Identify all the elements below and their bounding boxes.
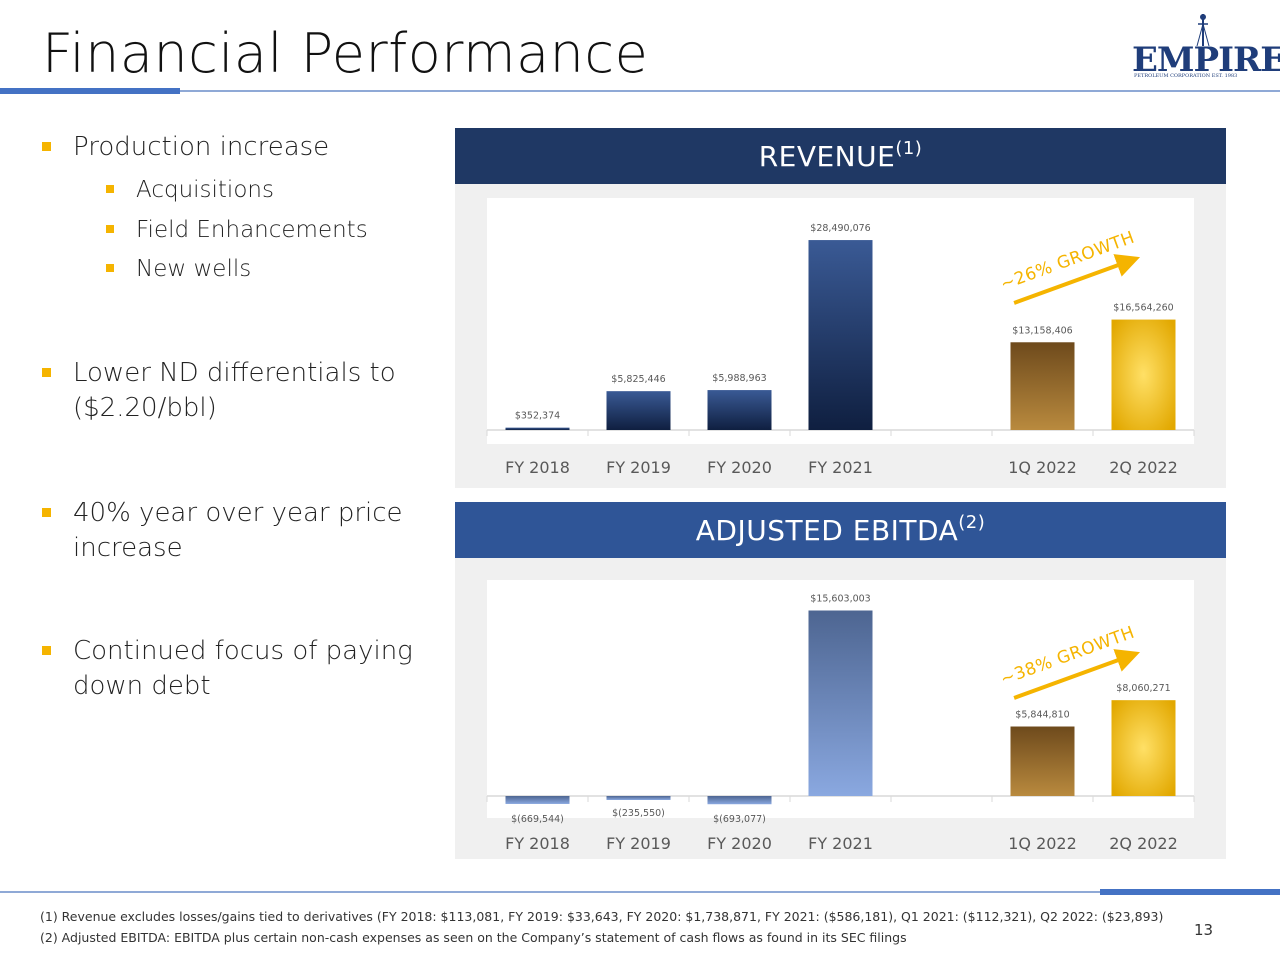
bullet-line: Continued focus of paying [73, 636, 413, 666]
sub-bullet-text: New wells [136, 256, 252, 282]
bar [1111, 319, 1176, 430]
revenue-footnote-ref: (1) [895, 138, 923, 159]
bar [1010, 342, 1075, 430]
data-label: $352,374 [515, 411, 560, 422]
bullet-marker [106, 225, 114, 233]
revenue-title: REVENUE [758, 140, 896, 173]
bullet-line: ($2.20/bbl) [73, 393, 217, 423]
footer-divider [0, 891, 1100, 893]
bullet-price-increase: 40% year over year price increase [42, 496, 403, 566]
sub-bullet-new-wells: New wells [106, 253, 251, 285]
x-tick-label: FY 2019 [606, 834, 671, 853]
revenue-chart: FY 2018 $352,374 FY 2019 $5,825,446 FY 2020 $… [486, 223, 1195, 477]
ebitda-panel: ADJUSTED EBITDA(2) FY 2018 $(669,544) FY 2… [455, 502, 1226, 859]
title-divider [180, 90, 1280, 92]
bullet-text: Production increase [73, 132, 330, 162]
bullet-production-increase: Production increase [42, 130, 329, 165]
bullet-line: down debt [73, 671, 211, 701]
x-tick-label: FY 2018 [505, 834, 570, 853]
bullet-marker [42, 142, 51, 151]
bullet-marker [42, 368, 51, 377]
x-tick-label: FY 2021 [808, 458, 873, 477]
revenue-panel: REVENUE(1) FY 2018 $352,374 FY 2019 $5,825,… [455, 128, 1226, 488]
sub-bullet-acquisitions: Acquisitions [106, 174, 274, 206]
data-label: $5,825,446 [611, 374, 665, 385]
growth-arrow [1013, 649, 1141, 700]
data-label: $16,564,260 [1113, 303, 1173, 314]
bullet-marker [106, 185, 114, 193]
sub-bullet-field-enhancements: Field Enhancements [106, 214, 368, 246]
data-label: $(669,544) [511, 814, 564, 825]
data-label: $(235,550) [612, 808, 665, 819]
bullet-marker [42, 508, 51, 517]
growth-annotation: ~26% GROWTH [998, 228, 1141, 305]
bar [707, 796, 772, 805]
data-label: $5,844,810 [1015, 710, 1069, 721]
bar [505, 427, 570, 430]
bar [606, 391, 671, 430]
bullet-marker [106, 264, 114, 272]
x-tick-label: FY 2018 [505, 458, 570, 477]
x-tick-label: FY 2021 [808, 834, 873, 853]
x-tick-label: 1Q 2022 [1008, 834, 1077, 853]
bullet-marker [42, 646, 51, 655]
bullet-line: increase [73, 533, 183, 563]
data-label: $5,988,963 [712, 373, 766, 384]
x-tick-label: FY 2019 [606, 458, 671, 477]
logo-subtext: PETROLEUM CORPORATION EST. 1983 [1134, 73, 1238, 79]
bullet-text: 40% year over year price increase [73, 496, 403, 566]
oil-rig-icon [1196, 14, 1210, 46]
growth-arrow [1013, 254, 1141, 305]
revenue-panel-header: REVENUE(1) [455, 128, 1226, 184]
footnote-1: (1) Revenue excludes losses/gains tied t… [40, 909, 1164, 924]
data-label: $15,603,003 [810, 593, 870, 604]
bullet-text: Lower ND differentials to ($2.20/bbl) [73, 356, 396, 426]
title-accent-bar [0, 88, 180, 94]
footnotes: (1) Revenue excludes losses/gains tied t… [40, 906, 1163, 948]
bullet-line: Lower ND differentials to [73, 358, 396, 388]
ebitda-title: ADJUSTED EBITDA [695, 514, 959, 547]
bar [808, 610, 873, 796]
bar [808, 240, 873, 430]
ebitda-chart: FY 2018 $(669,544) FY 2019 $(235,550) FY 202… [486, 593, 1195, 853]
x-tick-label: 2Q 2022 [1109, 834, 1178, 853]
bullet-nd-differentials: Lower ND differentials to ($2.20/bbl) [42, 356, 396, 426]
ebitda-footnote-ref: (2) [958, 512, 986, 533]
x-tick-label: FY 2020 [707, 458, 772, 477]
bar [1010, 726, 1075, 796]
bullet-paying-down-debt: Continued focus of paying down debt [42, 634, 413, 704]
ebitda-panel-header: ADJUSTED EBITDA(2) [455, 502, 1226, 558]
footer-accent-bar [1100, 889, 1280, 895]
sub-bullet-text: Acquisitions [136, 177, 274, 203]
data-label: $(693,077) [713, 814, 766, 825]
x-tick-label: 1Q 2022 [1008, 458, 1077, 477]
logo-wordmark: EMPIRE [1132, 40, 1280, 80]
page-number: 13 [1194, 921, 1214, 939]
bar [505, 796, 570, 804]
bullet-line: 40% year over year price [73, 498, 403, 528]
page-title: Financial Performance [42, 22, 649, 85]
sub-bullet-text: Field Enhancements [136, 217, 368, 243]
bar [707, 390, 772, 430]
company-logo: EMPIRE PETROLEUM CORPORATION EST. 1983 [1132, 12, 1280, 84]
bar [606, 796, 671, 800]
data-label: $28,490,076 [810, 223, 870, 234]
data-label: $8,060,271 [1116, 683, 1170, 694]
bullet-text: Continued focus of paying down debt [73, 634, 413, 704]
footnote-2: (2) Adjusted EBITDA: EBITDA plus certain… [40, 930, 907, 945]
x-tick-label: 2Q 2022 [1109, 458, 1178, 477]
data-label: $13,158,406 [1012, 325, 1072, 336]
x-tick-label: FY 2020 [707, 834, 772, 853]
bar [1111, 700, 1176, 796]
